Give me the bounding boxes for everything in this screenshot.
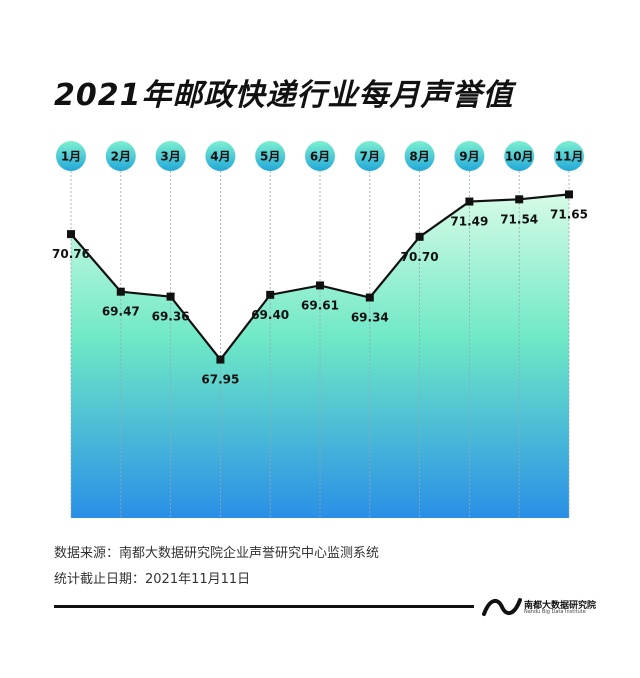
data-label: 69.47 bbox=[102, 305, 140, 319]
month-bubble bbox=[354, 141, 385, 171]
month-bubble bbox=[105, 141, 136, 171]
data-point-marker bbox=[216, 355, 225, 364]
month-bubble bbox=[255, 141, 286, 171]
logo-name-cn: 南都大数据研究院 bbox=[524, 601, 597, 611]
x-tick-label: 6月 bbox=[310, 150, 330, 164]
data-label: 69.36 bbox=[152, 310, 190, 324]
x-tick-label: 5月 bbox=[260, 150, 280, 164]
month-bubble bbox=[454, 141, 485, 171]
area-chart: 70.76 69.47 69.36 67.95 69.40 69.61 69.34 70.70… bbox=[52, 141, 588, 518]
footer-divider bbox=[54, 605, 474, 608]
data-point-marker bbox=[415, 232, 424, 241]
data-point-marker bbox=[316, 281, 324, 290]
data-label: 69.61 bbox=[301, 298, 339, 312]
data-source-note: 数据来源：南都大数据研究院企业声誉研究中心监测系统 bbox=[54, 546, 380, 561]
month-bubble bbox=[504, 141, 535, 171]
month-bubble bbox=[305, 141, 335, 171]
data-label: 69.40 bbox=[251, 308, 289, 322]
month-bubble bbox=[56, 141, 86, 171]
data-label: 70.76 bbox=[52, 247, 90, 261]
x-tick-label: 1月 bbox=[61, 150, 81, 164]
data-label: 71.65 bbox=[550, 207, 588, 221]
data-point-marker bbox=[67, 230, 75, 239]
wave-logo-icon bbox=[482, 598, 522, 616]
data-point-marker bbox=[166, 292, 175, 301]
data-label: 71.49 bbox=[450, 215, 488, 229]
x-tick-label: 7月 bbox=[360, 150, 380, 164]
data-point-marker bbox=[365, 293, 374, 302]
x-tick-label: 10月 bbox=[505, 150, 534, 164]
month-bubble bbox=[205, 141, 236, 171]
data-label: 71.54 bbox=[500, 212, 538, 226]
data-point-marker bbox=[465, 197, 474, 206]
chart-title: 2021年邮政快递行业每月声誉值 bbox=[54, 78, 514, 113]
x-tick-label: 9月 bbox=[459, 150, 479, 164]
month-bubble bbox=[554, 141, 584, 171]
x-tick-label: 11月 bbox=[555, 150, 584, 164]
x-tick-label: 3月 bbox=[160, 150, 180, 164]
logo-name-en: Nandu Big Data Institute bbox=[524, 609, 586, 615]
month-bubble bbox=[404, 141, 435, 171]
x-tick-label: 4月 bbox=[210, 150, 230, 164]
cutoff-date-note: 统计截止日期：2021年11月11日 bbox=[54, 572, 251, 587]
data-point-marker bbox=[266, 290, 275, 299]
month-bubble bbox=[155, 141, 186, 171]
data-label: 70.70 bbox=[401, 250, 439, 264]
data-label: 69.34 bbox=[351, 311, 389, 325]
data-label: 67.95 bbox=[201, 373, 239, 387]
data-point-marker bbox=[565, 190, 573, 199]
data-point-marker bbox=[116, 287, 125, 296]
x-tick-label: 2月 bbox=[111, 150, 131, 164]
x-tick-label: 8月 bbox=[409, 150, 429, 164]
data-point-marker bbox=[515, 195, 524, 204]
institute-logo: 南都大数据研究院 Nandu Big Data Institute bbox=[482, 594, 596, 620]
